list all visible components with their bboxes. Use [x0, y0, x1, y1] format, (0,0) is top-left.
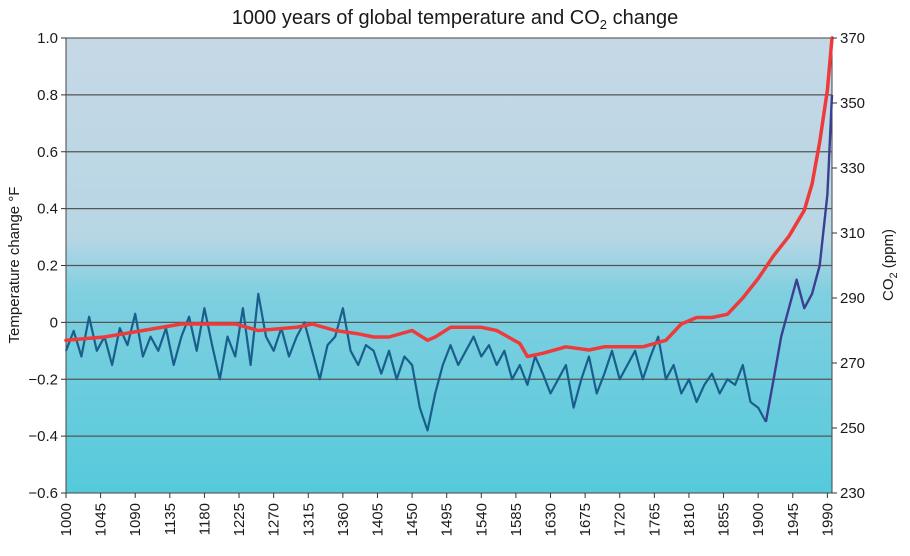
x-tick-label: 1135	[162, 503, 179, 535]
x-tick-label: 1495	[439, 503, 456, 536]
y-right-tick-label: 350	[840, 95, 865, 112]
co2-line	[64, 36, 834, 359]
y-right-axis-label: CO2 (ppm)	[880, 229, 900, 301]
title-subscript: 2	[600, 17, 607, 32]
y-left-tick-label: −0.2	[28, 371, 58, 388]
y-left-tick-label: −0.4	[28, 428, 58, 445]
co2-series	[64, 36, 834, 359]
y-right-label-main: CO	[880, 278, 897, 301]
x-tick-label: 1000	[58, 503, 75, 536]
x-tick-label: 1720	[612, 503, 629, 536]
x-tick-label: 1225	[231, 503, 248, 536]
x-tick-label: 1360	[335, 503, 352, 536]
x-tick-label: 1540	[473, 503, 490, 536]
y-right-label-subscript: 2	[888, 272, 900, 278]
x-tick-label: 1630	[543, 503, 560, 536]
y-right-tick-label: 270	[840, 355, 865, 372]
y-left-tick-label: 0	[50, 314, 58, 331]
x-tick-label: 1900	[750, 503, 767, 536]
x-tick-label: 1180	[196, 503, 213, 535]
temperature-line-recent	[764, 94, 834, 423]
x-tick-label: 1945	[785, 503, 802, 536]
x-tick-label: 1810	[681, 503, 698, 536]
x-tick-label: 1675	[577, 503, 594, 536]
y-right-tick-label: 370	[840, 30, 865, 47]
y-right-tick-label: 230	[840, 485, 865, 502]
y-right-axis-ticks: 370 350 330 310 290 270 250 230	[832, 30, 865, 502]
title-tail: change	[607, 7, 678, 29]
x-axis-ticks: 1000 1045 1090 1135 1180 1225 1270 1315 1360 1405…	[58, 493, 836, 536]
y-left-axis-label: Temperature change °F	[6, 187, 23, 344]
x-tick-label: 1270	[266, 503, 283, 536]
y-right-tick-label: 250	[840, 420, 865, 437]
y-right-tick-label: 290	[840, 290, 865, 307]
x-tick-label: 1045	[93, 503, 110, 536]
y-right-label-tail: (ppm)	[880, 229, 897, 272]
x-tick-label: 1405	[369, 503, 386, 536]
x-tick-label: 1990	[819, 503, 836, 536]
y-right-tick-label: 330	[840, 160, 865, 177]
temperature-line	[64, 292, 767, 432]
x-tick-label: 1090	[127, 503, 144, 536]
title-main: 1000 years of global temperature and CO	[232, 7, 600, 29]
x-tick-label: 1765	[646, 503, 663, 536]
y-left-tick-label: 0.4	[37, 201, 58, 218]
x-tick-label: 1315	[300, 503, 317, 536]
temperature-series	[64, 94, 834, 432]
x-tick-label: 1585	[508, 503, 525, 536]
y-left-tick-label: 0.6	[37, 144, 58, 161]
y-left-tick-label: −0.6	[28, 485, 58, 502]
x-tick-label: 1450	[404, 503, 421, 536]
chart-title: 1000 years of global temperature and CO2…	[232, 7, 678, 32]
y-left-tick-label: 0.8	[37, 87, 58, 104]
y-left-axis-ticks: 1.0 0.8 0.6 0.4 0.2 0 −0.2 −0.4 −0.6	[28, 30, 66, 502]
y-right-tick-label: 310	[840, 225, 865, 242]
y-left-tick-label: 0.2	[37, 258, 58, 275]
y-left-tick-label: 1.0	[37, 30, 58, 47]
x-tick-label: 1855	[716, 503, 733, 536]
